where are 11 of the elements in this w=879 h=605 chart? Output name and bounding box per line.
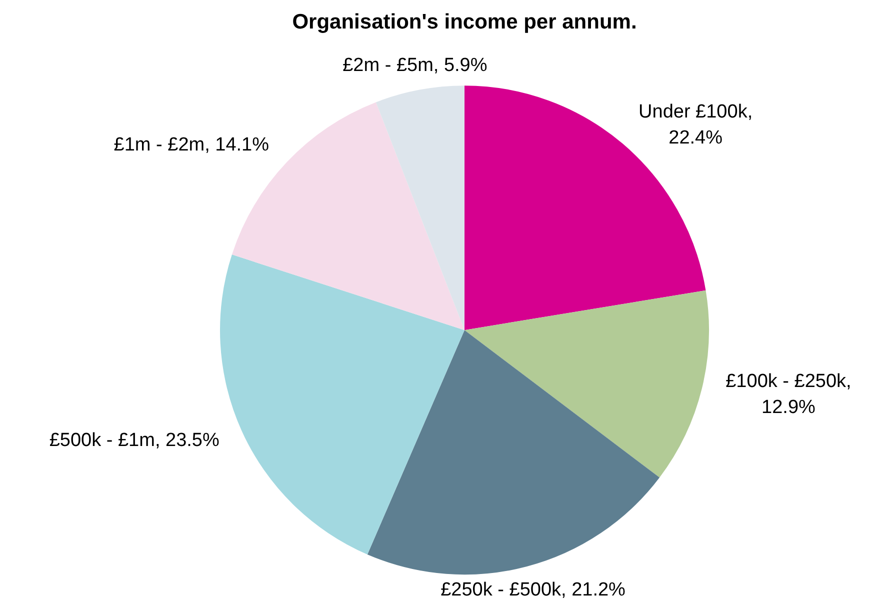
- slice-label: £500k - £1m: [49, 430, 155, 452]
- slice-label: Under £100k, 22.4%: [638, 101, 753, 148]
- slice-label: £2m - £5m: [342, 54, 434, 76]
- slice-label: £1m - £2m: [114, 134, 205, 156]
- slice-label: £100k - £250k, 12.9%: [726, 370, 852, 418]
- chart-title: Organisation's income per annum.: [292, 10, 637, 34]
- data-label: , 14.1%: [204, 134, 270, 156]
- data-label: , 5.9%: [433, 54, 488, 76]
- data-label: , 21.2%: [561, 579, 626, 600]
- slice-label: £250k - £500k: [440, 579, 562, 600]
- data-label: , 23.5%: [154, 430, 220, 452]
